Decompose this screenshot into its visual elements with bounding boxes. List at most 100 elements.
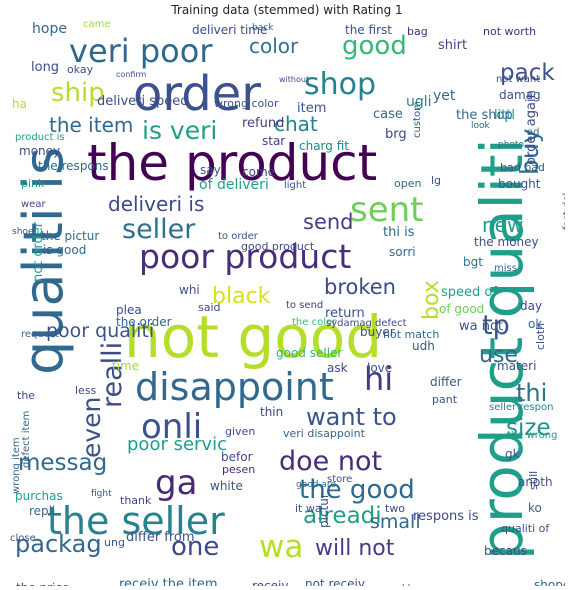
cloud-word: bad bad [500, 161, 545, 174]
cloud-word: tp [482, 310, 510, 341]
cloud-word: ko [528, 501, 542, 515]
cloud-word: to order [218, 231, 258, 242]
cloud-word: becaus [484, 544, 527, 558]
cloud-word: love [367, 361, 393, 375]
cloud-word: not receiv [305, 577, 365, 586]
cloud-word: plea [116, 303, 142, 317]
cloud-word: want to [306, 403, 397, 431]
cloud-word: the price [16, 582, 69, 586]
cloud-word: shoe [12, 227, 34, 237]
cloud-word: confirm [116, 70, 147, 79]
cloud-word: back [252, 23, 274, 33]
cloud-word: receiv the item [119, 577, 218, 586]
cloud-word: the respons [38, 159, 109, 173]
cloud-word: the item [49, 113, 134, 137]
cloud-word: of deliveri [199, 177, 269, 193]
cloud-word: small [370, 511, 421, 533]
cloud-word: shop [304, 67, 377, 102]
cloud-word: deliveri time [192, 23, 268, 37]
cloud-word: the good [299, 475, 415, 505]
cloud-word: ugli [406, 94, 432, 110]
cloud-word: return [325, 306, 365, 321]
cloud-word: shirt [438, 38, 468, 53]
word-cloud: the product qualiti is product qualiti not … [9, 20, 565, 586]
cloud-word: packag [15, 530, 102, 558]
cloud-word: even [77, 396, 106, 458]
cloud-word: use [479, 343, 518, 368]
cloud-word: gk [505, 447, 520, 461]
cloud-word: say [200, 163, 221, 177]
cloud-word: good seller [276, 346, 343, 360]
cloud-word: case [373, 107, 403, 122]
cloud-word: the pictur [41, 229, 100, 243]
cloud-word: open [394, 177, 422, 190]
cloud-word: star [262, 134, 286, 148]
cloud-word: black [212, 284, 271, 309]
cloud-word: wa not [459, 319, 504, 334]
cloud-word: receiv [252, 579, 289, 586]
cloud-word: the shop [456, 108, 513, 123]
chart-title: Training data (stemmed) with Rating 1 [171, 3, 403, 17]
cloud-word: damag [499, 88, 541, 102]
cloud-word: chat [274, 112, 318, 136]
cloud-word: the color [292, 317, 337, 328]
cloud-word: seller [122, 214, 196, 245]
cloud-word: repli [29, 504, 56, 518]
cloud-word: wrong item [11, 437, 22, 494]
cloud-word: will not [315, 536, 395, 561]
cloud-word: ung [104, 536, 125, 549]
cloud-word: poor qualiti [46, 320, 155, 342]
cloud-word: poor servic [127, 434, 227, 455]
cloud-word: came [83, 20, 111, 30]
cloud-word: pesen [222, 463, 256, 476]
cloud-word: without [279, 75, 310, 84]
cloud-word: befor [221, 450, 253, 464]
cloud-word: photo [498, 140, 524, 150]
cloud-word: is veri [142, 116, 218, 145]
cloud-word: differ from [126, 530, 195, 545]
cloud-word: send [303, 210, 354, 234]
cloud-word: speed of [441, 285, 497, 300]
cloud-word: to send [286, 300, 324, 311]
cloud-word: the first [345, 23, 392, 37]
cloud-word: ga [155, 463, 198, 503]
cloud-word: come [242, 165, 276, 179]
cloud-word: size [506, 415, 551, 441]
cloud-word: new [482, 213, 524, 237]
cloud-word: qualiti of [501, 522, 550, 535]
cloud-word: good product [241, 240, 315, 253]
cloud-word: cloth [534, 322, 547, 350]
cloud-word: thin [260, 405, 284, 419]
cloud-word: deliveri speed [97, 94, 189, 109]
cloud-word: okay [67, 63, 94, 76]
cloud-word: purchas [15, 489, 63, 503]
cloud-word: the product [87, 134, 378, 192]
cloud-word: fight [91, 489, 112, 499]
cloud-word: bought [498, 177, 541, 191]
cloud-word: poor product [139, 237, 352, 276]
cloud-word: the money [474, 235, 539, 249]
cloud-word: pink [21, 177, 45, 190]
cloud-word: said [198, 301, 221, 314]
cloud-word: ask [327, 361, 348, 375]
cloud-word: sorri [389, 245, 416, 259]
cloud-word: whi [179, 283, 200, 297]
cloud-word: not match [383, 328, 440, 341]
cloud-word: ship [51, 78, 105, 108]
cloud-word: wear [21, 199, 46, 210]
cloud-word: wa [259, 529, 304, 565]
cloud-word: ok [528, 317, 543, 331]
cloud-word: not good [124, 303, 383, 371]
cloud-word: store [327, 474, 353, 485]
cloud-word: yet [433, 88, 456, 104]
cloud-word: two [385, 502, 406, 515]
cloud-word: udh [412, 339, 435, 353]
cloud-word: anoth [518, 475, 553, 489]
cloud-word: day [520, 299, 543, 313]
cloud-word: the seller [47, 499, 225, 543]
cloud-word: refund [242, 116, 285, 131]
cloud-word: shope [534, 578, 565, 586]
cloud-word: messag [18, 450, 108, 476]
cloud-word: thi [516, 379, 548, 407]
cloud-word: veri poor [69, 32, 213, 70]
